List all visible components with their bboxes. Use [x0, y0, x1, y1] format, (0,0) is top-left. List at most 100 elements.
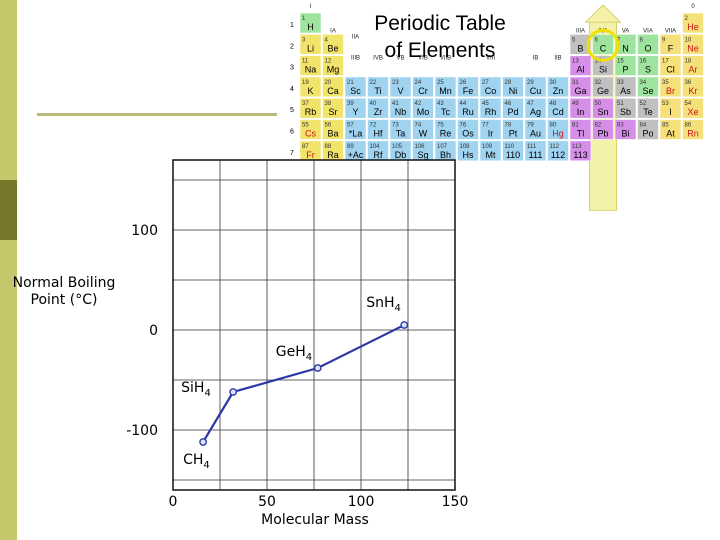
element-number: 21 [347, 80, 354, 86]
element-number: 104 [370, 144, 381, 150]
element-number: 29 [527, 80, 534, 86]
element-symbol: Kr [689, 86, 698, 96]
element-symbol: Au [530, 129, 541, 139]
element-symbol: Sn [597, 107, 608, 117]
period-number: 3 [290, 65, 294, 72]
element-symbol: At [666, 129, 675, 139]
element-number: 77 [482, 123, 489, 129]
element-symbol: Te [643, 107, 653, 117]
group-label: VIB [418, 56, 428, 62]
group-label: VIA [643, 28, 653, 34]
element-number: 37 [302, 101, 309, 107]
period-number: 2 [290, 43, 294, 50]
period-number: 5 [290, 107, 294, 114]
data-label-ch4: CH4 [183, 452, 210, 471]
element-number: 15 [617, 59, 624, 65]
element-number: 17 [662, 59, 669, 65]
element-number: 27 [482, 80, 489, 86]
side-band-top [0, 0, 17, 180]
element-number: 82 [595, 123, 602, 129]
element-number: 84 [640, 123, 647, 129]
element-number: 7 [617, 37, 621, 43]
decorative-rule [37, 113, 277, 116]
element-cell-Be: 4Be [322, 33, 344, 55]
element-number: 74 [415, 123, 422, 129]
group-label: VIIB [440, 56, 451, 62]
element-number: 112 [550, 144, 560, 150]
element-symbol: B [577, 43, 583, 53]
element-number: 73 [392, 123, 399, 129]
element-cell-V: 23V [389, 76, 412, 98]
element-number: 106 [415, 144, 426, 150]
element-cell-I: 53I [659, 97, 682, 119]
group-label: IIIA [576, 28, 585, 34]
element-number: 86 [685, 123, 692, 129]
data-point-geh4 [313, 364, 322, 372]
x-tick-label: 0 [169, 494, 178, 510]
element-number: 40 [370, 101, 377, 107]
element-cell-S: 16S [637, 55, 659, 76]
element-symbol: Sc [350, 86, 361, 96]
element-number: 11 [302, 59, 309, 65]
element-symbol: Pb [597, 129, 608, 139]
element-symbol: Na [305, 65, 317, 75]
element-symbol: Sg [417, 150, 428, 160]
element-number: 41 [392, 101, 399, 107]
period-number: 1 [290, 22, 294, 29]
element-symbol: Ru [462, 107, 474, 117]
element-symbol: As [620, 86, 631, 96]
element-number: 79 [527, 123, 534, 129]
element-symbol: Ti [374, 86, 381, 96]
element-number: 89 [347, 144, 354, 150]
element-number: 75 [437, 123, 444, 129]
group-label: VIIA [665, 28, 676, 34]
group-label: I [310, 4, 312, 10]
element-symbol: Cs [305, 129, 316, 139]
element-symbol: Ag [530, 107, 541, 117]
periodic-table-title-line1: Periodic Table [374, 12, 506, 35]
element-cell-H: 1H [299, 12, 322, 34]
element-symbol: C [600, 43, 607, 53]
element-number: 85 [662, 123, 669, 129]
element-number: 36 [685, 80, 692, 86]
element-symbol: Bi [621, 129, 629, 139]
element-symbol: Zr [374, 107, 383, 117]
data-label-sih4: SiH4 [181, 380, 211, 399]
y-axis-label: Normal Boiling Point (°C) [12, 275, 116, 308]
element-symbol: O [644, 43, 651, 53]
element-symbol: Rn [687, 129, 699, 139]
element-symbol: Fr [306, 150, 315, 160]
element-number: 42 [415, 101, 422, 107]
period-number: 6 [290, 129, 294, 136]
element-number: 2 [685, 16, 689, 22]
element-symbol: Ca [327, 86, 339, 96]
element-symbol: Tl [577, 129, 585, 139]
element-symbol: Ga [574, 86, 586, 96]
element-symbol: Ge [597, 86, 609, 96]
element-symbol: Po [642, 129, 653, 139]
element-number: 87 [302, 144, 309, 150]
